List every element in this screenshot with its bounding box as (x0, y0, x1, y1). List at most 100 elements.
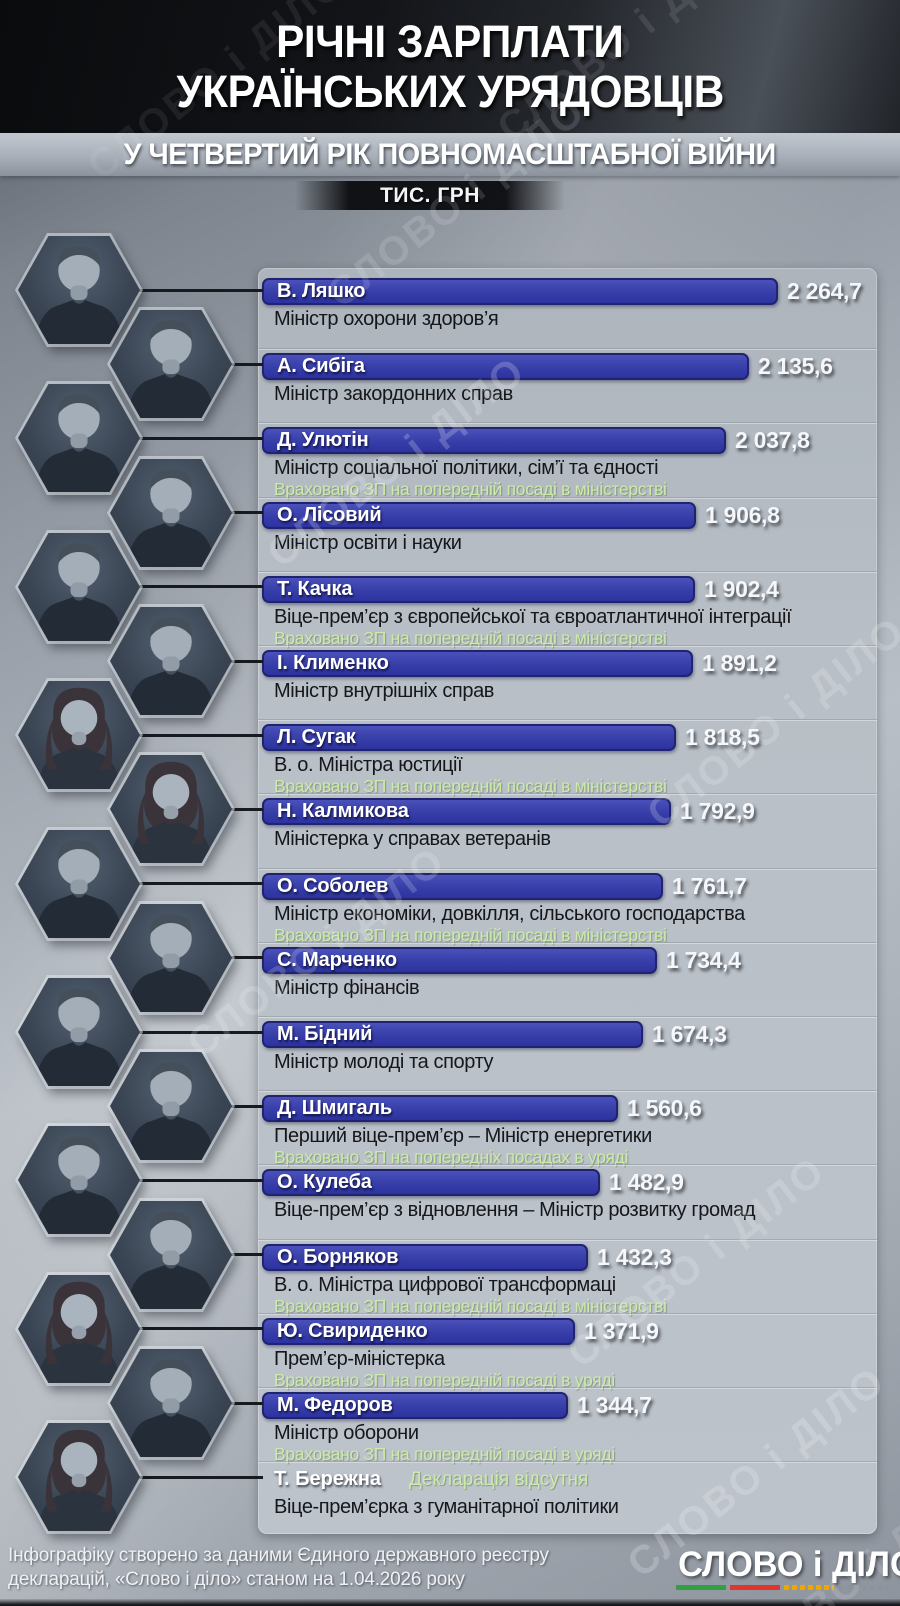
connector-line (200, 1402, 263, 1405)
official-name: О. Борняков (277, 1246, 399, 1268)
official-position: В. о. Міністра цифрової трансформаці (274, 1274, 616, 1296)
salary-bar: С. Марченко (262, 947, 657, 974)
logo-stripe-segment (730, 1585, 780, 1590)
official-row: В. Ляшко 2 264,7 Міністр охорони здоров’я (258, 274, 877, 348)
salary-value: 2 135,6 (758, 353, 833, 379)
portrait-silhouette (37, 1281, 121, 1383)
portrait-silhouette (127, 1211, 215, 1309)
salary-bar: Л. Сугак (262, 724, 676, 751)
salary-bar: Т. Качка (262, 576, 695, 603)
logo-text: СЛОВО і ДІЛО (678, 1545, 900, 1584)
logo-stripe-segment (676, 1585, 726, 1590)
official-name: Т. Качка (277, 578, 353, 600)
official-photo-hexagon (107, 307, 235, 421)
salary-value: 1 734,4 (666, 947, 741, 973)
official-row: Т. Качка 1 902,4 Віце-прем’єр з європейськ… (258, 571, 877, 648)
official-row: О. Лісовий 1 906,8 Міністр освіти і науки (258, 497, 877, 572)
official-position: Міністр оборони (274, 1422, 419, 1444)
portrait-silhouette (35, 1136, 123, 1234)
source-line-1: Інфографіку створено за даними Єдиного д… (8, 1545, 549, 1566)
salary-value: 1 792,9 (680, 798, 755, 824)
official-row: Н. Калмикова 1 792,9 Міністерка у справах … (258, 793, 877, 868)
official-name: Н. Калмикова (277, 800, 409, 822)
official-position: Міністр внутрішніх справ (274, 680, 495, 702)
unit-band: ТИС. ГРН (295, 181, 565, 210)
official-position: Міністерка у справах ветеранів (274, 828, 551, 850)
official-photo-hexagon (107, 1198, 235, 1312)
hexagon-border (107, 1049, 235, 1163)
connector-line (110, 437, 263, 440)
salary-value: 1 818,5 (685, 724, 760, 750)
official-position: Міністр молоді та спорту (274, 1051, 494, 1073)
official-row: Д. Шмигаль 1 560,6 Перший віце-прем’єр – М… (258, 1090, 877, 1167)
page-title-line-2: УКРАЇНСЬКИХ УРЯДОВЦІВ (176, 65, 724, 117)
portrait-silhouette (37, 1429, 121, 1531)
connector-line (110, 1031, 263, 1034)
page-title-line-1: РІЧНІ ЗАРПЛАТИ (276, 15, 624, 67)
hexagon-photo (110, 1201, 232, 1309)
connector-line (200, 363, 263, 366)
salary-bar: Ю. Свириденко (262, 1318, 575, 1345)
subtitle-band: У ЧЕТВЕРТИЙ РІК ПОВНОМАСШТАБНОЇ ВІЙНИ (0, 133, 900, 176)
connector-line (200, 808, 263, 811)
portrait-silhouette (127, 914, 215, 1012)
salary-value: 2 264,7 (787, 278, 862, 304)
official-name: М. Федоров (277, 1394, 393, 1416)
salary-value: 1 560,6 (627, 1095, 702, 1121)
subtitle-text: У ЧЕТВЕРТИЙ РІК ПОВНОМАСШТАБНОЇ ВІЙНИ (123, 137, 777, 171)
connector-line (200, 1105, 263, 1108)
hexagon-border (15, 678, 143, 792)
hexagon-border (15, 975, 143, 1089)
salary-value: 2 037,8 (735, 427, 810, 453)
official-name: В. Ляшко (277, 280, 366, 302)
salary-bar: В. Ляшко (262, 278, 778, 305)
official-name: І. Клименко (277, 652, 389, 674)
hexagon-border (107, 604, 235, 718)
hexagon-photo (110, 1349, 232, 1457)
salary-value: 1 482,9 (609, 1169, 684, 1195)
salary-bar: О. Кулеба (262, 1169, 600, 1196)
connector-line (200, 1253, 263, 1256)
official-position: Прем’єр-міністерка (274, 1348, 445, 1370)
salary-value: 1 432,3 (597, 1244, 672, 1270)
official-row: Д. Улютін 2 037,8 Міністр соціальної політ… (258, 422, 877, 499)
hexagon-photo (18, 384, 140, 492)
official-position: Віце-прем’єрка з гуманітарної політики (274, 1496, 619, 1518)
connector-line (110, 1327, 263, 1330)
hexagon-border (15, 381, 143, 495)
hexagon-photo (18, 830, 140, 938)
hexagon-photo (18, 1423, 140, 1531)
bottom-edge-strip (0, 1599, 900, 1606)
official-name: Т. Бережна (274, 1468, 382, 1490)
official-photo-hexagon (107, 604, 235, 718)
official-row: О. Кулеба 1 482,9 Віце-прем’єр з відновлен… (258, 1164, 877, 1239)
official-position: Віце-прем’єр з відновлення – Міністр роз… (274, 1199, 756, 1221)
official-photo-hexagon (15, 1272, 143, 1386)
connector-line (110, 1476, 263, 1479)
portrait-silhouette (35, 840, 123, 938)
salary-bar: О. Соболев (262, 873, 663, 900)
official-position: Міністр закордонних справ (274, 383, 513, 405)
official-position: Міністр охорони здоров’я (274, 308, 499, 330)
portrait-silhouette (35, 246, 123, 344)
official-photo-hexagon (15, 827, 143, 941)
official-row: О. Соболев 1 761,7 Міністр економіки, довк… (258, 868, 877, 945)
salary-bar: А. Сибіга (262, 353, 749, 380)
salary-value: 1 344,7 (577, 1392, 652, 1418)
salary-note: Враховано ЗП на попередній посаді в міні… (274, 628, 667, 648)
portrait-silhouette (35, 543, 123, 641)
connector-line (110, 585, 263, 588)
official-name: Л. Сугак (277, 726, 356, 748)
official-photo-hexagon (107, 752, 235, 866)
official-row: А. Сибіга 2 135,6 Міністр закордонних спра… (258, 348, 877, 423)
official-name: О. Соболев (277, 875, 389, 897)
header: РІЧНІ ЗАРПЛАТИ УКРАЇНСЬКИХ УРЯДОВЦІВ (0, 0, 900, 133)
salary-bar: Д. Шмигаль (262, 1095, 618, 1122)
official-photo-hexagon (15, 678, 143, 792)
hexagon-photo (18, 1275, 140, 1383)
official-photo-hexagon (107, 1346, 235, 1460)
connector-line (110, 734, 263, 737)
official-position: Міністр економіки, довкілля, сільського … (274, 903, 745, 925)
official-row: Л. Сугак 1 818,5 В. о. Міністра юстиції Вра… (258, 719, 877, 796)
